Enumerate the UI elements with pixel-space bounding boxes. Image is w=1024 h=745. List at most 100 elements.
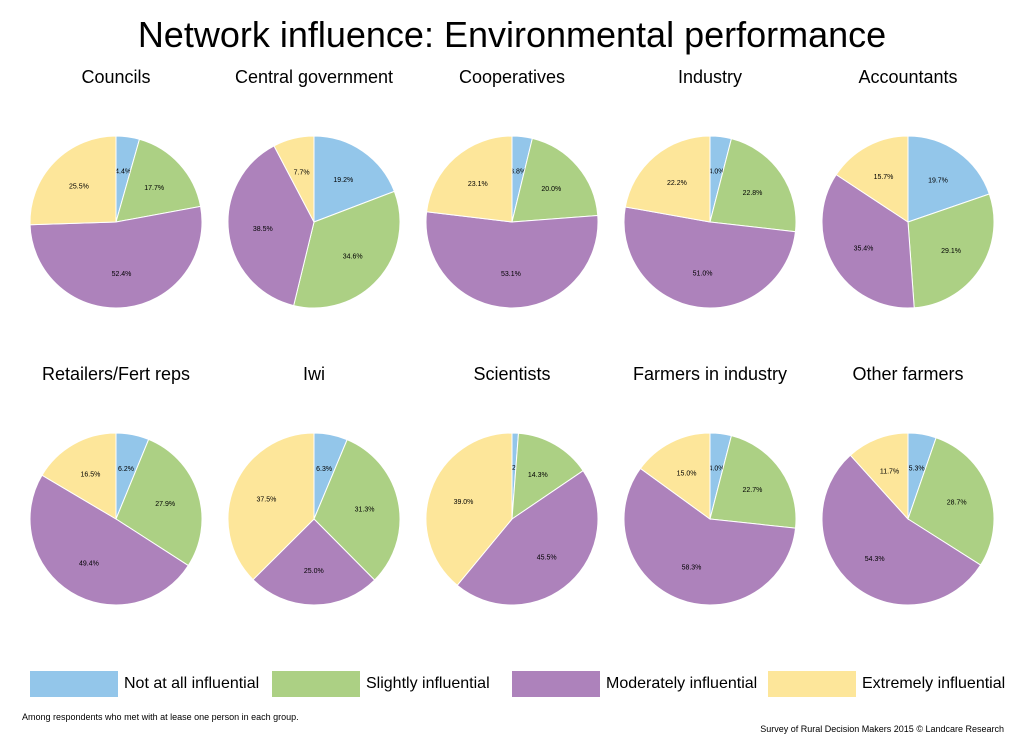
legend-label-moderately: Moderately influential	[606, 675, 758, 692]
pie-slice-central-government-not-at-all-influential	[313, 135, 395, 223]
pie-label-iwi-not-at-all-influential: 6.3%	[316, 466, 332, 473]
pie-title-scientists: Scientists	[473, 364, 550, 384]
legend-label-slightly: Slightly influential	[366, 675, 490, 692]
pie-slice-scientists-slightly-influential	[511, 432, 584, 520]
pie-slice-councils-extremely-influential	[29, 135, 117, 226]
pie-label-central-government-slightly-influential: 34.6%	[343, 254, 363, 261]
pie-slice-cooperatives-slightly-influential	[511, 137, 599, 223]
footnote: Among respondents who met with at lease …	[22, 712, 299, 722]
pie-slice-retailers-fert-reps-slightly-influential	[115, 438, 203, 567]
pie-label-cooperatives-moderately-influential: 53.1%	[501, 271, 521, 278]
pie-slice-industry-slightly-influential	[709, 138, 797, 233]
pie-label-other-farmers-not-at-all-influential: 5.3%	[909, 466, 925, 473]
pie-slice-central-government-slightly-influential	[293, 190, 401, 309]
pie-label-councils-moderately-influential: 52.4%	[112, 271, 132, 278]
pie-slice-farmers-in-industry-extremely-influential	[639, 432, 711, 520]
pie-label-accountants-slightly-influential: 29.1%	[941, 248, 961, 255]
pie-label-cooperatives-not-at-all-influential: 3.8%	[510, 168, 526, 175]
pie-slice-accountants-moderately-influential	[821, 173, 915, 309]
pie-label-iwi-slightly-influential: 31.3%	[355, 507, 375, 514]
pie-label-councils-extremely-influential: 25.5%	[69, 184, 89, 191]
pie-iwi: Iwi 6.3% 31.3% 25.0% 37.5%	[227, 364, 401, 606]
pie-slice-industry-moderately-influential	[623, 206, 797, 309]
pie-title-cooperatives: Cooperatives	[459, 67, 565, 87]
pie-label-retailers-fert-reps-extremely-influential: 16.5%	[80, 472, 100, 479]
pie-label-farmers-in-industry-moderately-influential: 58.3%	[682, 565, 702, 572]
pie-label-cooperatives-slightly-influential: 20.0%	[541, 186, 561, 193]
chart-title: Network influence: Environmental perform…	[137, 14, 887, 55]
pie-label-scientists-moderately-influential: 45.5%	[537, 555, 557, 562]
pie-label-iwi-moderately-influential: 25.0%	[304, 568, 324, 575]
pie-slice-scientists-extremely-influential	[425, 432, 513, 586]
pie-farmers-in-industry: Farmers in industry 4.0% 22.7% 58.3% 15.0%	[623, 364, 797, 606]
pie-label-central-government-moderately-influential: 38.5%	[253, 226, 273, 233]
pie-title-central-government: Central government	[235, 67, 393, 87]
pie-slice-other-farmers-moderately-influential	[821, 454, 982, 606]
pie-label-cooperatives-extremely-influential: 23.1%	[468, 181, 488, 188]
pie-title-councils: Councils	[81, 67, 150, 87]
pie-label-farmers-in-industry-slightly-influential: 22.7%	[742, 487, 762, 494]
pie-label-industry-extremely-influential: 22.2%	[667, 180, 687, 187]
pie-slice-councils-slightly-influential	[115, 138, 202, 223]
pie-label-iwi-extremely-influential: 37.5%	[256, 497, 276, 504]
pie-label-councils-slightly-influential: 17.7%	[144, 185, 164, 192]
pie-title-industry: Industry	[678, 67, 742, 87]
pie-slice-cooperatives-extremely-influential	[426, 135, 513, 223]
pie-label-scientists-not-at-all-influential: 1.2%	[506, 465, 522, 472]
pie-title-retailers-fert-reps: Retailers/Fert reps	[42, 364, 190, 384]
legend-swatch-extremely	[768, 671, 856, 697]
pie-central-government: Central government 19.2% 34.6% 38.5% 7.7%	[227, 67, 401, 309]
pie-slice-central-government-extremely-influential	[273, 135, 315, 223]
pie-slice-iwi-moderately-influential	[252, 518, 376, 606]
pie-label-other-farmers-extremely-influential: 11.7%	[880, 468, 899, 475]
pie-slice-scientists-moderately-influential	[456, 469, 599, 606]
pie-label-retailers-fert-reps-slightly-influential: 27.9%	[155, 501, 175, 508]
pie-title-accountants: Accountants	[858, 67, 957, 87]
pie-slice-cooperatives-moderately-influential	[425, 211, 599, 309]
legend-label-not-at-all: Not at all influential	[124, 675, 260, 692]
pie-slice-accountants-slightly-influential	[907, 193, 995, 309]
pie-label-farmers-in-industry-not-at-all-influential: 4.0%	[709, 465, 725, 472]
pie-label-farmers-in-industry-extremely-influential: 15.0%	[677, 471, 697, 478]
pie-label-scientists-slightly-influential: 14.3%	[528, 472, 548, 479]
pie-slice-iwi-slightly-influential	[313, 438, 401, 581]
legend-label-extremely: Extremely influential	[862, 675, 1006, 692]
pie-label-central-government-extremely-influential: 7.7%	[294, 169, 310, 176]
legend-swatch-moderately	[512, 671, 600, 697]
pie-slice-retailers-fert-reps-extremely-influential	[41, 432, 117, 520]
pie-slice-councils-moderately-influential	[29, 205, 203, 309]
pie-label-retailers-fert-reps-not-at-all-influential: 6.2%	[118, 466, 134, 473]
pie-label-retailers-fert-reps-moderately-influential: 49.4%	[79, 560, 99, 567]
pie-slice-farmers-in-industry-moderately-influential	[623, 467, 797, 606]
pie-slice-other-farmers-extremely-influential	[849, 432, 909, 521]
pie-label-other-farmers-moderately-influential: 54.3%	[865, 556, 885, 563]
legend-swatch-not-at-all	[30, 671, 118, 697]
pie-retailers-fert-reps: Retailers/Fert reps 6.2% 27.9% 49.4% 16.5%	[29, 364, 203, 606]
pie-slice-other-farmers-slightly-influential	[907, 437, 995, 566]
pie-label-industry-moderately-influential: 51.0%	[693, 271, 713, 278]
pie-scientists: Scientists 1.2% 14.3% 45.5% 39.0%	[425, 364, 599, 606]
pie-slice-retailers-fert-reps-moderately-influential	[29, 474, 190, 606]
pie-title-other-farmers: Other farmers	[852, 364, 963, 384]
source-credit: Survey of Rural Decision Makers 2015 © L…	[760, 724, 1004, 734]
pie-accountants: Accountants 19.7% 29.1% 35.4% 15.7%	[821, 67, 995, 309]
pie-label-accountants-extremely-influential: 15.7%	[874, 174, 894, 181]
pie-slice-accountants-extremely-influential	[835, 135, 909, 223]
pie-label-scientists-extremely-influential: 39.0%	[454, 499, 474, 506]
legend-swatch-slightly	[272, 671, 360, 697]
pie-label-industry-slightly-influential: 22.8%	[743, 190, 763, 197]
pie-slice-iwi-extremely-influential	[227, 432, 315, 581]
pie-label-central-government-not-at-all-influential: 19.2%	[333, 177, 353, 184]
pie-slice-farmers-in-industry-slightly-influential	[709, 435, 797, 529]
pie-industry: Industry 4.0% 22.8% 51.0% 22.2%	[623, 67, 797, 309]
pie-councils: Councils 4.4% 17.7% 52.4% 25.5%	[29, 67, 203, 309]
pie-label-accountants-moderately-influential: 35.4%	[854, 246, 874, 253]
pie-label-industry-not-at-all-influential: 4.0%	[709, 168, 725, 175]
pie-other-farmers: Other farmers 5.3% 28.7% 54.3% 11.7%	[821, 364, 995, 606]
pie-label-councils-not-at-all-influential: 4.4%	[115, 168, 131, 175]
pie-label-accountants-not-at-all-influential: 19.7%	[928, 178, 948, 185]
pie-cooperatives: Cooperatives 3.8% 20.0% 53.1% 23.1%	[425, 67, 599, 309]
pie-title-farmers-in-industry: Farmers in industry	[633, 364, 787, 384]
pie-title-iwi: Iwi	[303, 364, 325, 384]
